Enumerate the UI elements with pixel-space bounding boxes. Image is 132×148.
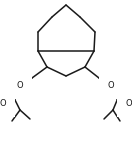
Text: O: O: [126, 99, 132, 108]
Text: O: O: [108, 82, 114, 90]
Text: O: O: [0, 99, 6, 108]
Text: O: O: [17, 82, 23, 90]
